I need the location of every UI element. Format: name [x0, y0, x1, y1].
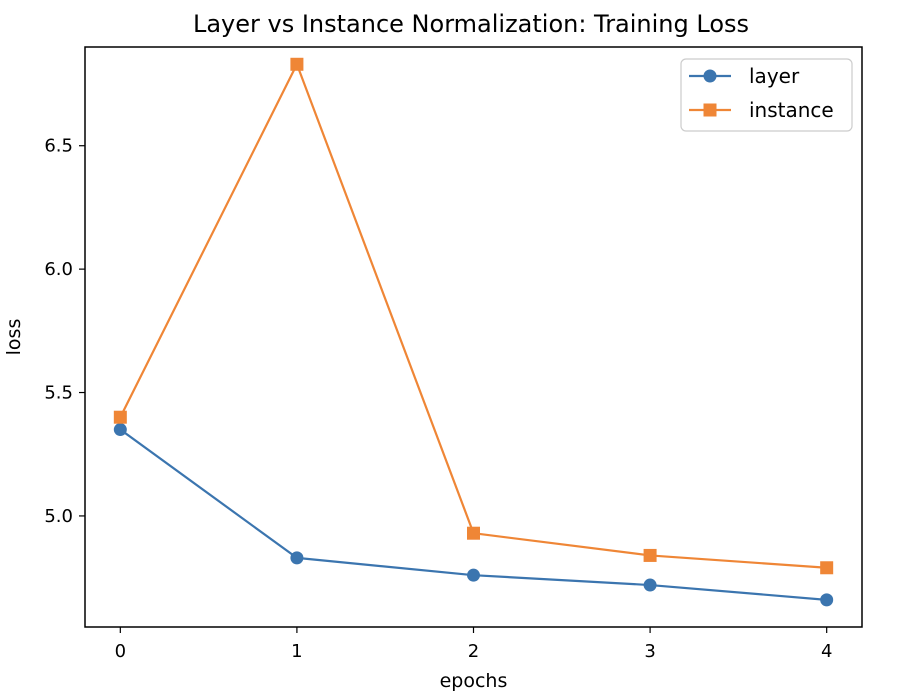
data-point-layer — [467, 568, 480, 582]
x-tick-label: 3 — [644, 641, 655, 662]
data-point-instance — [467, 526, 480, 540]
data-point-instance — [290, 57, 304, 71]
x-tick-label: 2 — [468, 641, 479, 662]
x-tick-label: 1 — [291, 641, 302, 662]
x-axis: 0 1 2 3 4 — [115, 627, 832, 662]
y-tick-label: 6.0 — [44, 259, 73, 280]
legend-label-layer: layer — [749, 64, 800, 88]
x-tick-label: 4 — [821, 641, 832, 662]
y-tick-label: 5.5 — [44, 383, 73, 404]
legend-marker-instance — [703, 103, 717, 117]
series-line-instance — [119, 63, 827, 569]
y-axis: 5.0 5.5 6.0 6.5 — [44, 136, 85, 527]
y-tick-label: 6.5 — [44, 136, 73, 157]
data-point-instance — [643, 548, 657, 562]
series-group — [113, 57, 834, 607]
legend-marker-layer — [703, 69, 717, 83]
data-point-layer — [113, 423, 127, 437]
plot-frame — [84, 46, 863, 628]
y-tick-label: 5.0 — [44, 506, 73, 527]
data-point-instance — [820, 561, 834, 575]
y-axis-label: loss — [3, 319, 25, 356]
x-tick-label: 0 — [115, 641, 126, 662]
data-point-layer — [820, 593, 834, 607]
data-point-layer — [643, 578, 657, 592]
legend: layer instance — [680, 58, 853, 132]
x-axis-label: epochs — [440, 670, 508, 692]
data-point-instance — [113, 410, 127, 424]
legend-label-instance: instance — [749, 98, 834, 122]
chart-title: Layer vs Instance Normalization: Trainin… — [193, 10, 749, 38]
data-point-layer — [290, 551, 304, 565]
